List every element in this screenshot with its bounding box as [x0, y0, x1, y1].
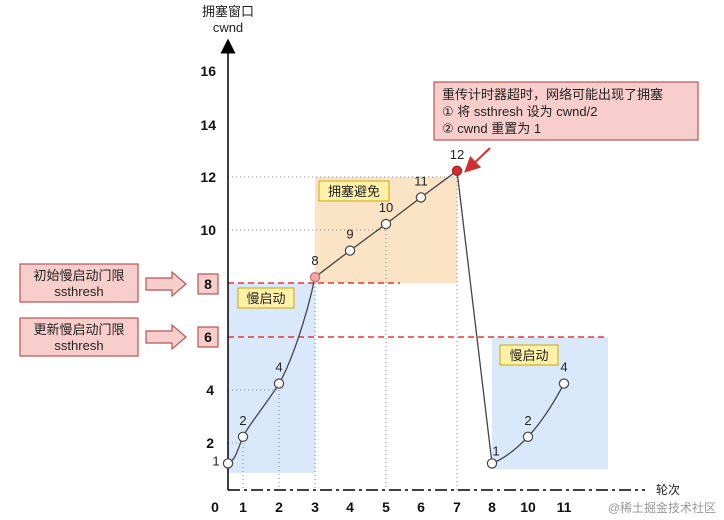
cwnd-point-2 [273, 378, 285, 389]
cwnd-point-8 [486, 458, 498, 469]
cwnd-point-3 [309, 272, 321, 283]
updated-threshold-value: 6 [204, 329, 212, 345]
updated-threshold-label-line1: 更新慢启动门限 [33, 322, 124, 337]
y-axis-title-line2: cwnd [213, 20, 243, 35]
x-tick-2: 2 [275, 499, 283, 515]
updated-threshold-arrow [145, 323, 187, 351]
cwnd-point-label-0: 1 [212, 453, 219, 468]
timeout-annotation-line1: 重传计时器超时，网络可能出现了拥塞 [442, 87, 663, 102]
x-tick-7: 7 [453, 499, 461, 515]
x-tick-5: 5 [382, 499, 390, 515]
y-axis-title-line1: 拥塞窗口 [202, 4, 254, 19]
cwnd-point-0 [222, 458, 234, 469]
cwnd-point-label-1: 2 [239, 413, 246, 428]
cwnd-point-label-7: 12 [450, 147, 464, 162]
y-tick-labels: 2 4 10 12 14 16 [200, 63, 216, 451]
cwnd-point-label-8: 1 [492, 443, 499, 458]
cwnd-point-label-10: 4 [560, 360, 567, 375]
cwnd-point-4 [344, 245, 356, 256]
initial-threshold-label-line1: 初始慢启动门限 [33, 268, 124, 283]
y-tick-12: 12 [200, 169, 216, 185]
y-tick-10: 10 [200, 222, 216, 238]
updated-threshold-box [197, 326, 219, 348]
cwnd-point-label-3: 8 [311, 253, 318, 268]
timeout-annotation-line3: ② cwnd 重置为 1 [442, 121, 541, 136]
initial-threshold-box [197, 273, 219, 295]
x-tick-0: 0 [211, 499, 219, 515]
congestion-avoidance-tag-text: 拥塞避免 [328, 184, 380, 199]
y-tick-16: 16 [200, 63, 216, 79]
watermark: @稀土掘金技术社区 [608, 500, 716, 515]
cwnd-point-9 [522, 431, 534, 442]
cwnd-point-label-2: 4 [275, 360, 282, 375]
x-tick-1: 1 [239, 499, 247, 515]
congestion-avoidance-tag [318, 180, 390, 202]
cwnd-point-label-9: 2 [524, 413, 531, 428]
timeout-annotation-line2: ① 将 ssthresh 设为 cwnd/2 [442, 104, 597, 119]
cwnd-point-label-4: 9 [346, 227, 353, 242]
timeout-annotation-box [433, 81, 699, 141]
timeout-drop-line [456, 170, 493, 464]
cwnd-point-7 [451, 165, 463, 176]
slow-start-tag-1-text: 慢启动 [246, 291, 285, 306]
timeout-pointer-arrow [464, 147, 491, 173]
initial-threshold-label-line2: ssthresh [54, 284, 103, 299]
x-tick-10: 11 [557, 499, 572, 515]
cwnd-point-label-5: 10 [379, 200, 393, 215]
slow-start-curve-1 [227, 277, 316, 464]
cwnd-point-10 [558, 378, 570, 389]
initial-threshold-arrow [145, 270, 187, 298]
cwnd-point-label-6: 11 [414, 173, 428, 188]
cwnd-point-5 [380, 218, 392, 230]
slow-start-tag-2 [499, 344, 559, 366]
y-tick-14: 14 [200, 117, 216, 133]
slow-start-tag-2-text: 慢启动 [509, 348, 548, 363]
y-tick-4: 4 [206, 382, 214, 398]
x-tick-6: 6 [417, 499, 425, 515]
x-tick-3: 3 [311, 499, 319, 515]
updated-threshold-label-box [19, 317, 139, 357]
x-tick-labels: 0 1 2 3 4 5 6 7 8 10 11 [211, 499, 572, 515]
x-tick-8: 8 [488, 499, 496, 515]
x-axis-title: 轮次 [656, 483, 680, 497]
updated-threshold-label-line2: ssthresh [54, 338, 103, 353]
slow-start-region-1 [228, 283, 315, 473]
slow-start-tag-1 [237, 287, 295, 309]
initial-threshold-label-box [19, 263, 139, 303]
cwnd-point-6 [415, 192, 427, 203]
initial-threshold-value: 8 [204, 276, 212, 292]
cwnd-point-1 [237, 431, 249, 442]
x-tick-9: 10 [520, 499, 536, 515]
x-tick-4: 4 [346, 499, 354, 515]
y-tick-2: 2 [206, 435, 214, 451]
